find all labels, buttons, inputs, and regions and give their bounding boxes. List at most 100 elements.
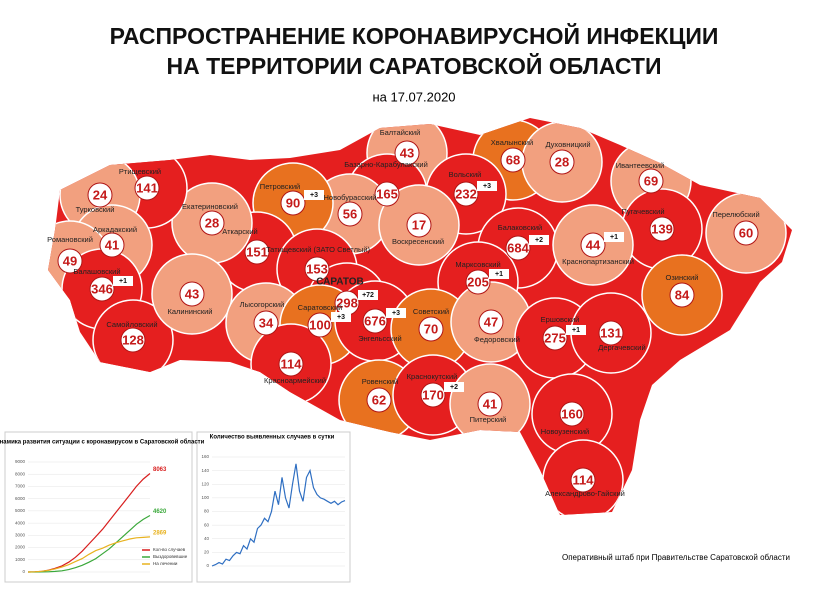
case-badge — [420, 382, 446, 408]
case-badge — [549, 149, 575, 175]
case-count: 346 — [91, 281, 113, 296]
y-tick-label: 1000 — [15, 557, 26, 562]
region-name: Перелюбский — [712, 210, 759, 219]
case-badge — [87, 182, 113, 208]
date: на 17.07.2020 — [372, 89, 455, 104]
region-name: Хвалынский — [491, 138, 533, 147]
y-tick-label: 20 — [204, 550, 210, 555]
case-count: 69 — [644, 173, 658, 188]
increase: +1 — [495, 271, 503, 278]
y-tick-label: 5000 — [15, 508, 26, 513]
increase-box — [386, 308, 406, 318]
case-badge — [477, 391, 503, 417]
increase: +1 — [610, 234, 618, 241]
increase: +2 — [535, 237, 543, 244]
case-count: 676 — [364, 313, 386, 328]
region-name: Ртищевский — [119, 167, 161, 176]
y-tick-label: 60 — [204, 522, 210, 527]
case-badge — [337, 201, 363, 227]
case-count: 151 — [246, 244, 268, 259]
case-badge — [649, 216, 675, 242]
case-count: 170 — [422, 387, 444, 402]
case-count: 165 — [376, 186, 398, 201]
case-count: 43 — [400, 145, 414, 160]
case-badge — [278, 351, 304, 377]
region-name: Саратовский — [298, 303, 343, 312]
increase: +1 — [572, 327, 580, 334]
case-badge — [57, 248, 83, 274]
region-name: САРАТОВ — [316, 277, 364, 288]
case-count: 41 — [483, 396, 497, 411]
y-tick-label: 0 — [206, 563, 209, 568]
case-badge — [307, 312, 333, 338]
region-name: Татищевский (ЗАТО Светлый) — [266, 245, 371, 254]
case-count: 114 — [281, 356, 303, 371]
series-line — [211, 463, 346, 567]
case-badge — [598, 320, 624, 346]
region-name: Вольский — [449, 170, 482, 179]
case-badge — [559, 401, 585, 427]
y-tick-label: 140 — [201, 468, 209, 473]
charts: Динамика развития ситуации с коронавирус… — [0, 435, 346, 574]
case-badge — [542, 325, 568, 351]
legend-label: Кол-во случаев — [153, 547, 186, 552]
case-count: 139 — [651, 221, 673, 236]
region-name: Балаковский — [498, 223, 543, 232]
increase: +3 — [337, 314, 345, 321]
y-tick-label: 7000 — [15, 484, 26, 489]
y-tick-label: 3000 — [15, 533, 26, 538]
region-name: Новоузенский — [541, 427, 589, 436]
case-count: 232 — [455, 186, 477, 201]
chart-title: Динамика развития ситуации с коронавирус… — [0, 439, 205, 446]
end-value: 8063 — [153, 467, 167, 473]
case-count: 17 — [412, 217, 426, 232]
chart-frame — [196, 431, 351, 583]
region-name: Ивантеевский — [616, 161, 665, 170]
case-badge — [406, 212, 432, 238]
case-count: 90 — [286, 195, 300, 210]
case-badge — [362, 308, 388, 334]
case-count: 56 — [343, 206, 357, 221]
case-count: 49 — [63, 253, 77, 268]
region-name: Марксовский — [455, 260, 500, 269]
region-name: Аркадакский — [93, 225, 137, 234]
increase-box — [304, 190, 324, 200]
case-count: 84 — [675, 287, 690, 302]
case-badge — [580, 232, 606, 258]
region-name: Самойловский — [106, 320, 157, 329]
region-name: Федоровский — [474, 335, 520, 344]
region-name: Калининский — [168, 307, 213, 316]
case-count: 47 — [484, 314, 498, 329]
case-count: 44 — [586, 237, 601, 252]
case-badge — [394, 140, 420, 166]
series-line — [27, 536, 151, 573]
case-badge — [418, 316, 444, 342]
region-name: Советский — [413, 307, 449, 316]
footer: Оперативный штаб при Правительстве Сарат… — [562, 553, 790, 562]
y-tick-label: 9000 — [15, 459, 26, 464]
case-badge — [134, 175, 160, 201]
case-badge — [638, 168, 664, 194]
increase: +1 — [119, 278, 127, 285]
case-count: 28 — [555, 154, 569, 169]
case-count: 70 — [424, 321, 438, 336]
increase-box — [529, 235, 549, 245]
case-badge — [465, 269, 491, 295]
case-count: 100 — [309, 317, 331, 332]
case-badge — [89, 276, 115, 302]
case-badge — [304, 256, 330, 282]
increase: +3 — [392, 310, 400, 317]
region-name: Воскресенский — [392, 237, 444, 246]
region-name: Новобурасский — [324, 193, 377, 202]
case-count: 131 — [600, 325, 622, 340]
increase-box — [604, 232, 624, 242]
y-tick-label: 0 — [22, 569, 25, 574]
y-tick-label: 6000 — [15, 496, 26, 501]
increase-box — [331, 312, 351, 322]
y-tick-label: 160 — [201, 454, 209, 459]
case-count: 41 — [105, 237, 119, 252]
case-count: 62 — [372, 392, 386, 407]
region-name: Турковский — [76, 205, 115, 214]
case-badge — [500, 147, 526, 173]
case-count: 128 — [122, 332, 144, 347]
